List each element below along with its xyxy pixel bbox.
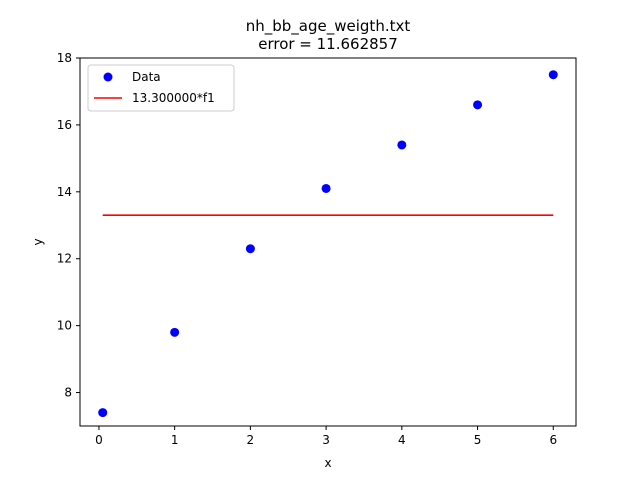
legend-label: Data [132, 70, 161, 84]
y-axis-label: y [31, 238, 45, 245]
x-tick-label: 2 [247, 433, 255, 447]
axes [79, 57, 577, 427]
data-point [170, 327, 180, 337]
y-tick-label: 12 [57, 252, 72, 266]
x-tick-label: 0 [95, 433, 103, 447]
x-tick-label: 4 [398, 433, 406, 447]
chart-subtitle: error = 11.662857 [258, 35, 398, 53]
y-tick-label: 18 [57, 51, 72, 65]
x-tick-label: 1 [171, 433, 179, 447]
y-tick-label: 8 [64, 386, 72, 400]
data-point [98, 408, 108, 418]
data-point [473, 100, 483, 110]
legend: Data 13.300000*f1 [87, 64, 235, 112]
y-tick-label: 14 [57, 185, 72, 199]
x-axis-label: x [324, 456, 331, 470]
chart-title: nh_bb_age_weigth.txt [246, 17, 411, 36]
legend-marker-swatch [103, 72, 113, 82]
plot-marks [98, 70, 558, 418]
y-tick-label: 16 [57, 118, 72, 132]
data-point [548, 70, 558, 80]
legend-label: 13.300000*f1 [132, 91, 215, 105]
y-tick-label: 10 [57, 319, 72, 333]
plot-frame [79, 57, 577, 427]
x-tick-label: 5 [474, 433, 482, 447]
data-point [245, 244, 255, 254]
x-tick-label: 6 [549, 433, 557, 447]
data-point [321, 183, 331, 193]
data-point [397, 140, 407, 150]
legend-box [87, 64, 235, 112]
x-tick-label: 3 [322, 433, 330, 447]
